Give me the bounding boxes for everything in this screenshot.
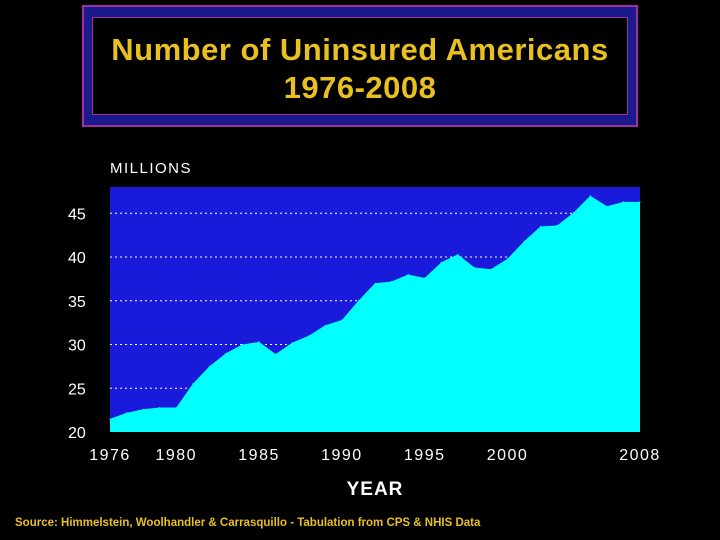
data-point — [407, 273, 409, 276]
chart-title: Number of Uninsured Americans — [111, 32, 609, 67]
data-point — [275, 353, 277, 355]
y-tick-label: 30 — [68, 338, 86, 355]
data-point — [308, 335, 310, 337]
data-point — [126, 412, 128, 414]
x-tick-label: 1995 — [404, 447, 446, 464]
data-point — [424, 277, 426, 279]
y-tick-label: 40 — [68, 250, 86, 267]
data-point — [506, 258, 509, 260]
y-tick-label: 35 — [68, 294, 86, 311]
data-point — [142, 408, 144, 410]
data-point — [622, 201, 625, 203]
title-panel: Number of Uninsured Americans 1976-2008 — [82, 5, 638, 127]
data-point — [490, 268, 492, 270]
data-point — [589, 195, 591, 197]
data-point — [192, 383, 194, 385]
data-point — [109, 418, 111, 420]
data-point — [457, 253, 459, 255]
data-point — [291, 342, 293, 344]
data-point — [523, 240, 525, 242]
data-point — [540, 225, 542, 227]
data-point — [208, 365, 210, 367]
source-note: Source: Himmelstein, Woolhandler & Carra… — [15, 517, 481, 529]
data-point — [175, 406, 177, 409]
x-tick-label: 1980 — [155, 447, 197, 464]
data-point — [225, 352, 227, 354]
y-tick-label: 20 — [68, 425, 86, 442]
data-point — [573, 211, 575, 213]
data-point — [440, 261, 442, 263]
data-point — [241, 343, 244, 346]
data-point — [606, 205, 608, 207]
data-point — [639, 201, 641, 203]
data-point — [473, 266, 475, 269]
data-point — [391, 280, 393, 283]
x-tick-label: 1985 — [238, 447, 280, 464]
y-tick-label: 45 — [68, 206, 86, 223]
uninsured-area — [110, 195, 640, 432]
data-point — [341, 319, 343, 321]
y-tick-label: 25 — [68, 381, 86, 398]
chart-subtitle: 1976-2008 — [283, 70, 437, 105]
data-point — [159, 406, 161, 409]
data-point — [324, 324, 326, 326]
x-tick-label: 2000 — [487, 447, 529, 464]
title-inner-panel: Number of Uninsured Americans 1976-2008 — [92, 17, 628, 115]
y-units-label: MILLIONS — [110, 160, 193, 177]
data-point — [357, 300, 359, 302]
data-point — [374, 282, 376, 284]
x-tick-label: 1990 — [321, 447, 363, 464]
data-point — [556, 224, 558, 227]
x-tick-label: 1976 — [89, 447, 131, 464]
x-axis-title: YEAR — [347, 479, 404, 500]
data-point — [258, 341, 260, 343]
x-tick-label: 2008 — [619, 447, 661, 464]
